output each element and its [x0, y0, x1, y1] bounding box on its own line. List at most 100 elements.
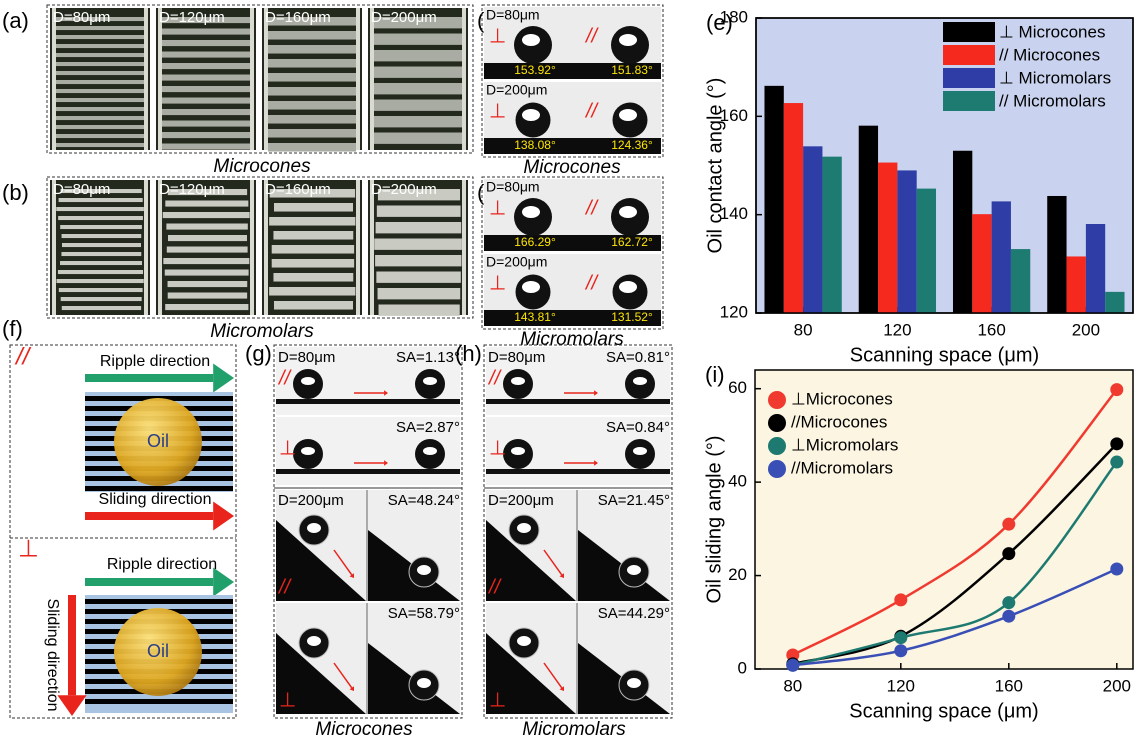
- caption: Microcones: [523, 157, 621, 178]
- stripe-edge: [462, 180, 466, 315]
- stripe-edge: [158, 180, 162, 315]
- arrow-head: [213, 567, 234, 596]
- figure: (a)D=80μmD=120μmD=160μmD=200μmMicrocones…: [0, 0, 1140, 738]
- ripple-line: [85, 599, 233, 604]
- sliding-angle: SA=0.84°: [606, 419, 670, 436]
- ripple-stripe: [165, 304, 248, 310]
- droplet-highlight: [619, 281, 637, 293]
- ripple-stripe: [376, 222, 462, 233]
- panel-label: (f): [2, 316, 23, 341]
- caption: Microcones: [213, 156, 311, 177]
- ripple-stripe: [268, 73, 356, 82]
- ripple-stripe: [56, 35, 144, 39]
- ripple-stripe: [58, 216, 143, 220]
- sliding-angle: SA=44.29°: [598, 605, 670, 622]
- y-tick-label: 120: [720, 302, 748, 321]
- droplet-highlight: [511, 447, 525, 455]
- ripple-stripe: [268, 129, 356, 138]
- droplet-highlight: [301, 447, 315, 455]
- data-point: [894, 631, 907, 644]
- ripple-stripe: [377, 206, 461, 217]
- bar: [803, 146, 822, 313]
- ripple-stripe: [168, 293, 247, 299]
- ripple-stripe: [269, 217, 355, 226]
- y-tick-label: 20: [728, 565, 747, 584]
- ripple-stripe: [56, 80, 144, 84]
- substrate: [486, 399, 670, 404]
- droplet-highlight: [417, 565, 431, 575]
- bar: [784, 103, 803, 313]
- data-point: [786, 659, 799, 672]
- oil-label: Oil: [147, 431, 169, 451]
- micrograph: [368, 8, 468, 150]
- ripple-stripe: [274, 203, 353, 212]
- ripple-stripe: [379, 305, 460, 316]
- ripple-stripe: [272, 259, 354, 268]
- bar: [859, 126, 878, 313]
- ripple-stripe: [162, 29, 250, 35]
- ripple-stripe: [56, 26, 144, 30]
- x-tick-label: 80: [783, 676, 802, 695]
- direction-symbol: ⊥: [279, 437, 296, 459]
- ripple-stripe: [56, 107, 144, 111]
- ripple-stripe: [274, 301, 353, 310]
- spacing-label: D=80μm: [486, 7, 540, 23]
- data-point: [894, 593, 907, 606]
- ripple-stripe: [56, 134, 144, 138]
- sliding-angle: SA=48.24°: [388, 492, 460, 509]
- direction-symbol: ⊥: [489, 437, 506, 459]
- bar: [822, 157, 841, 313]
- y-tick-label: 60: [728, 378, 747, 397]
- droplet-highlight: [619, 109, 637, 121]
- ripple-stripe: [56, 207, 144, 211]
- ripple-stripe: [162, 109, 250, 115]
- x-axis-title: Scanning space (μm): [850, 344, 1039, 366]
- droplet-highlight: [619, 206, 637, 218]
- x-tick-label: 200: [1103, 676, 1131, 695]
- ripple-stripe: [62, 234, 142, 238]
- stripe-edge: [250, 8, 254, 150]
- bar: [992, 201, 1011, 313]
- ripple-stripe: [59, 288, 143, 292]
- panel-label: (b): [2, 180, 29, 205]
- contact-angle: 124.36°: [611, 138, 653, 152]
- arrow-head: [57, 695, 86, 716]
- ripple-stripe: [62, 306, 141, 310]
- droplet-highlight: [423, 377, 437, 385]
- y-tick-label: 160: [720, 106, 748, 125]
- direction-symbol: ⊥: [489, 689, 506, 711]
- ripple-stripe: [56, 44, 144, 48]
- ripple-stripe: [56, 125, 144, 129]
- droplet-highlight: [307, 523, 321, 533]
- ripple-stripe: [268, 101, 356, 110]
- stripe-edge: [52, 180, 56, 315]
- data-point: [1110, 563, 1123, 576]
- ripple-stripe: [268, 115, 356, 124]
- direction-symbol: ⊥: [279, 689, 296, 711]
- caption: Micromolars: [522, 719, 626, 738]
- direction-symbol: ⊥: [489, 25, 506, 47]
- spacing-label: D=200μm: [486, 82, 547, 98]
- ripple-stripe: [374, 34, 462, 45]
- y-tick-label: 180: [720, 7, 748, 26]
- ripple-stripe: [273, 231, 353, 240]
- droplet-highlight: [522, 206, 540, 218]
- droplet-highlight: [522, 34, 540, 46]
- x-tick-label: 160: [995, 676, 1023, 695]
- bar: [917, 189, 936, 313]
- droplet-highlight: [511, 377, 525, 385]
- stripe-edge: [370, 180, 374, 315]
- stripe-edge: [250, 180, 254, 315]
- ripple-stripe: [56, 71, 144, 75]
- ripple-stripe: [162, 63, 250, 69]
- bar: [1011, 249, 1030, 313]
- ripple-label: Ripple direction: [100, 353, 210, 370]
- spacing-label: D=200μm: [486, 254, 547, 270]
- droplet-highlight: [619, 34, 637, 46]
- legend-marker: [768, 391, 786, 409]
- image-label: D=120μm: [159, 181, 225, 198]
- ripple-stripe: [162, 75, 250, 81]
- ripple-stripe: [162, 144, 250, 150]
- legend-marker: [768, 414, 786, 432]
- y-tick-label: 140: [720, 204, 748, 223]
